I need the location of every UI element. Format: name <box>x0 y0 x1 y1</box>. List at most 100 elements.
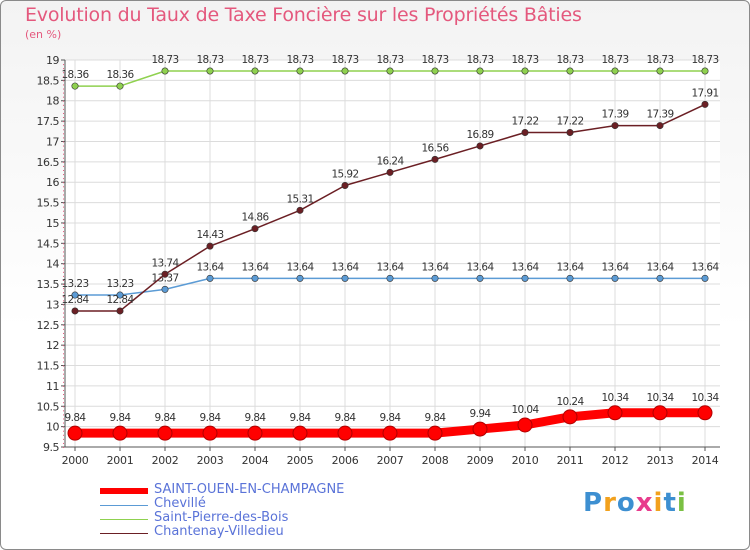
y-minor-tick <box>63 292 64 294</box>
data-label: 13.64 <box>691 261 719 273</box>
y-minor-tick <box>63 222 64 224</box>
data-point <box>161 67 169 75</box>
data-point <box>71 291 79 299</box>
data-point <box>431 67 439 75</box>
y-minor-tick <box>63 255 64 257</box>
y-minor-tick <box>63 174 64 176</box>
y-minor-tick <box>63 381 64 383</box>
y-minor-tick <box>63 316 64 318</box>
y-tick-label: 14.5 <box>37 237 60 250</box>
x-tick-label: 2011 <box>557 454 584 467</box>
data-point <box>607 405 623 421</box>
data-point <box>296 274 304 282</box>
data-label: 13.23 <box>61 278 88 290</box>
data-label: 13.64 <box>601 261 629 273</box>
data-point <box>521 274 529 282</box>
data-label: 9.94 <box>470 408 492 420</box>
y-minor-tick <box>63 341 64 343</box>
y-minor-tick <box>63 332 64 334</box>
data-point <box>611 122 619 130</box>
y-minor-tick <box>63 279 64 281</box>
legend-swatch <box>100 488 148 494</box>
data-point <box>386 168 394 176</box>
legend-label: Saint-Pierre-des-Bois <box>154 510 289 525</box>
data-point <box>341 181 349 189</box>
y-minor-tick <box>63 361 64 363</box>
data-label: 18.73 <box>241 54 268 66</box>
legend-swatch <box>100 533 148 534</box>
y-minor-tick <box>63 442 64 444</box>
y-minor-tick <box>63 410 64 412</box>
data-label: 10.34 <box>601 392 629 404</box>
y-tick-label: 18.5 <box>37 74 60 87</box>
y-minor-tick <box>63 447 64 448</box>
y-tick-label: 17 <box>46 135 59 148</box>
data-label: 13.64 <box>421 261 449 273</box>
data-label: 17.91 <box>691 87 718 99</box>
data-point <box>701 67 709 75</box>
data-label: 13.74 <box>151 257 179 269</box>
data-label: 9.84 <box>335 412 357 424</box>
y-minor-tick <box>63 394 64 396</box>
y-minor-tick <box>63 104 64 106</box>
y-minor-tick <box>63 337 64 339</box>
y-minor-tick <box>63 373 64 375</box>
y-minor-tick <box>63 137 64 139</box>
y-minor-tick <box>63 149 64 151</box>
data-point <box>116 307 124 315</box>
data-point <box>521 67 529 75</box>
data-label: 10.34 <box>691 392 719 404</box>
data-label: 9.84 <box>425 412 447 424</box>
data-label: 9.84 <box>290 412 312 424</box>
data-point <box>476 142 484 150</box>
data-label: 13.64 <box>511 261 539 273</box>
y-minor-tick <box>63 186 64 188</box>
y-minor-tick <box>63 194 64 196</box>
data-point <box>566 67 574 75</box>
data-point <box>202 425 218 441</box>
data-label: 13.64 <box>331 261 359 273</box>
y-minor-tick <box>63 165 64 167</box>
y-minor-tick <box>63 243 64 245</box>
data-point <box>697 405 713 421</box>
y-tick-label: 15 <box>46 217 59 230</box>
y-minor-tick <box>63 389 64 391</box>
x-tick-label: 2005 <box>287 454 314 467</box>
data-point <box>472 421 488 437</box>
data-point <box>251 225 259 233</box>
data-point <box>386 67 394 75</box>
data-label: 10.24 <box>556 396 584 408</box>
y-tick-label: 12.5 <box>37 319 60 332</box>
plot-area <box>65 60 720 447</box>
y-tick-label: 11 <box>46 380 59 393</box>
y-tick-label: 18 <box>46 95 59 108</box>
data-label: 14.43 <box>196 229 223 241</box>
x-tick-label: 2001 <box>107 454 134 467</box>
y-minor-tick <box>63 406 64 408</box>
y-minor-tick <box>63 84 64 86</box>
data-point <box>247 425 263 441</box>
data-label: 9.84 <box>380 412 402 424</box>
y-tick-label: 13 <box>46 298 59 311</box>
data-label: 18.73 <box>196 54 223 66</box>
y-minor-tick <box>63 72 64 74</box>
y-minor-tick <box>63 247 64 249</box>
data-label: 18.73 <box>286 54 313 66</box>
y-tick-label: 14 <box>46 258 59 271</box>
y-minor-tick <box>63 80 64 82</box>
data-label: 13.64 <box>376 261 404 273</box>
y-minor-tick <box>63 369 64 371</box>
data-point <box>116 291 124 299</box>
y-minor-tick <box>63 296 64 298</box>
y-minor-tick <box>63 202 64 204</box>
data-label: 18.73 <box>376 54 403 66</box>
y-minor-tick <box>63 300 64 302</box>
x-tick-label: 2014 <box>692 454 719 467</box>
y-minor-tick <box>63 275 64 277</box>
data-label: 18.73 <box>601 54 628 66</box>
data-point <box>566 129 574 137</box>
data-label: 18.36 <box>106 69 134 81</box>
data-point <box>701 274 709 282</box>
data-label: 13.64 <box>196 261 224 273</box>
y-minor-tick <box>63 398 64 400</box>
